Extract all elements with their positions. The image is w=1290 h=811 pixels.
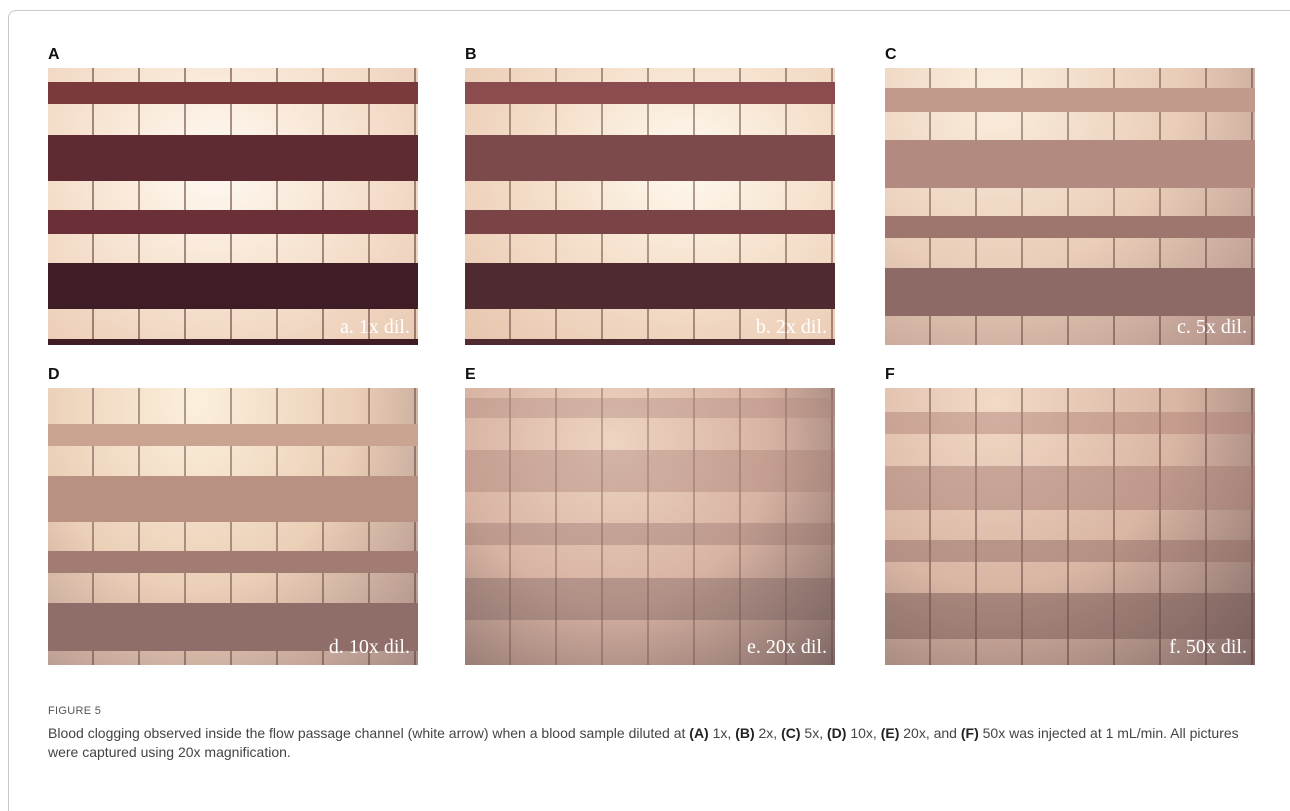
micrograph: f. 50x dil. <box>885 388 1255 665</box>
caption-part: 5x, <box>801 725 827 741</box>
channel-band <box>885 268 1255 316</box>
caption-part: (C) <box>781 725 800 741</box>
panel-letter: E <box>465 366 476 384</box>
panel-letter: D <box>48 366 60 384</box>
caption-part: 10x, <box>846 725 880 741</box>
channel-band <box>465 523 835 545</box>
micrograph: d. 10x dil. <box>48 388 418 665</box>
caption-part: (B) <box>735 725 754 741</box>
channel-band <box>465 135 835 181</box>
channel-band <box>885 140 1255 188</box>
panel-caption: a. 1x dil. <box>340 316 410 339</box>
panel-letter: A <box>48 46 60 64</box>
channel-band <box>885 540 1255 562</box>
channel-band <box>48 135 418 181</box>
channel-band <box>48 263 418 309</box>
caption-part: (A) <box>689 725 708 741</box>
panel-letter: C <box>885 46 897 64</box>
channel-band <box>48 339 418 345</box>
channel-band <box>48 476 418 522</box>
caption-part: 2x, <box>755 725 781 741</box>
caption-part: 20x, and <box>899 725 961 741</box>
caption-part: (D) <box>827 725 846 741</box>
channel-band <box>465 210 835 234</box>
channel-band <box>885 412 1255 434</box>
channel-band <box>885 593 1255 639</box>
channel-band <box>465 398 835 418</box>
panel-caption: d. 10x dil. <box>329 636 410 659</box>
channel-band <box>465 263 835 309</box>
channel-band <box>465 339 835 345</box>
panel-caption: c. 5x dil. <box>1177 316 1247 339</box>
figure-caption: Blood clogging observed inside the flow … <box>48 724 1248 762</box>
caption-part: (E) <box>881 725 900 741</box>
channel-band <box>885 466 1255 510</box>
micrograph: e. 20x dil. <box>465 388 835 665</box>
channel-band <box>885 88 1255 112</box>
caption-part: 1x, <box>709 725 735 741</box>
micrograph: b. 2x dil. <box>465 68 835 345</box>
panel-letter: F <box>885 366 895 384</box>
channel-band <box>48 82 418 104</box>
panel-caption: f. 50x dil. <box>1169 636 1247 659</box>
micrograph: a. 1x dil. <box>48 68 418 345</box>
panel-letter: B <box>465 46 477 64</box>
channel-band <box>465 82 835 104</box>
caption-part: Blood clogging observed inside the flow … <box>48 725 689 741</box>
panel-caption: b. 2x dil. <box>756 316 827 339</box>
channel-band <box>885 216 1255 238</box>
channel-band <box>48 210 418 234</box>
channel-band <box>48 424 418 446</box>
panel-caption: e. 20x dil. <box>747 636 827 659</box>
micrograph: c. 5x dil. <box>885 68 1255 345</box>
channel-band <box>465 450 835 492</box>
channel-band <box>48 551 418 573</box>
channel-band <box>465 578 835 620</box>
figure-label: FIGURE 5 <box>48 705 101 717</box>
caption-part: (F) <box>961 725 979 741</box>
